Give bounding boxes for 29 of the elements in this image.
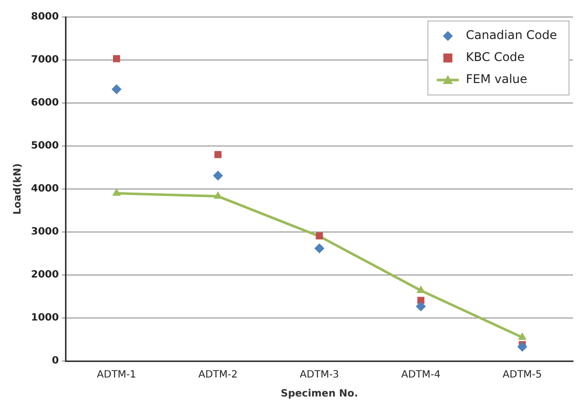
x-tick-label: ADTM-3 bbox=[300, 370, 340, 381]
point bbox=[214, 191, 222, 199]
y-tick-label: 5000 bbox=[30, 140, 59, 152]
legend-label: Canadian Code bbox=[466, 28, 558, 42]
x-tick-label: ADTM-1 bbox=[96, 370, 136, 381]
x-tick-label: ADTM-5 bbox=[502, 370, 542, 381]
point bbox=[113, 55, 120, 62]
point bbox=[112, 188, 121, 196]
y-axis-title: Load(kN) bbox=[12, 163, 24, 215]
point bbox=[214, 151, 222, 158]
x-axis-title: Specimen No. bbox=[280, 388, 358, 400]
point bbox=[212, 170, 223, 181]
point bbox=[112, 84, 122, 94]
y-tick-label: 1000 bbox=[30, 312, 59, 324]
x-tick-label: ADTM-2 bbox=[198, 370, 238, 381]
legend-label: KBC Code bbox=[466, 50, 525, 64]
y-tick-label: 8000 bbox=[30, 12, 59, 23]
point bbox=[517, 342, 528, 352]
point bbox=[416, 301, 426, 312]
point bbox=[518, 332, 527, 340]
x-tick-label: ADTM-4 bbox=[401, 370, 440, 381]
y-tick-label: 6000 bbox=[30, 98, 59, 109]
point bbox=[314, 243, 324, 254]
y-tick-label: 4000 bbox=[30, 184, 59, 195]
y-tick-label: 0 bbox=[52, 356, 59, 367]
legend-label: FEM value bbox=[466, 72, 528, 86]
y-tick-label: 3000 bbox=[30, 226, 59, 238]
y-tick-label: 2000 bbox=[30, 270, 59, 281]
y-tick-label: 7000 bbox=[30, 54, 59, 66]
